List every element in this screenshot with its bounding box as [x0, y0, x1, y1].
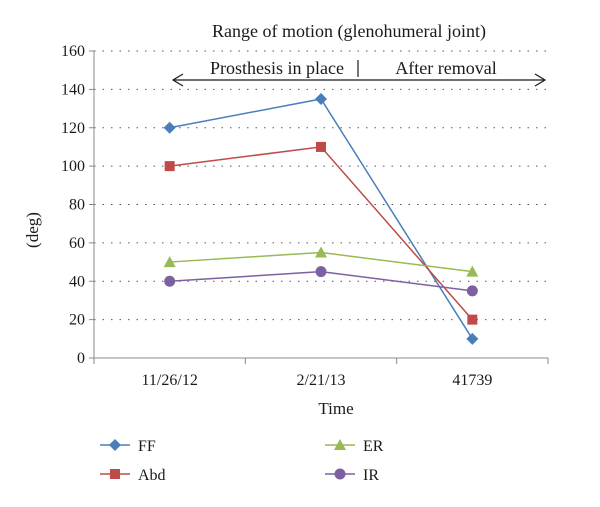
legend-marker — [334, 439, 346, 450]
legend-item-abd: Abd — [100, 467, 166, 484]
x-tick-label: 11/26/12 — [142, 372, 198, 389]
data-point — [466, 265, 479, 277]
series-abd — [164, 141, 478, 325]
y-tick-label: 40 — [69, 273, 85, 290]
data-point — [315, 92, 327, 105]
legend-item-ff: FF — [100, 438, 156, 455]
y-axis: 0 20 40 60 80 100 120 140 160 — [61, 43, 95, 367]
gridlines — [94, 50, 548, 321]
y-tick-label: 120 — [61, 120, 85, 137]
legend-marker — [110, 469, 120, 479]
data-point — [467, 314, 478, 325]
annotation-arrow-left — [171, 73, 184, 87]
y-axis-label: (deg) — [23, 212, 42, 248]
x-axis: 11/26/12 2/21/13 41739 — [93, 357, 549, 389]
annotation-left-label: Prosthesis in place — [210, 58, 344, 78]
y-tick-label: 80 — [69, 197, 85, 214]
data-point — [164, 161, 175, 172]
y-tick-label: 100 — [61, 158, 85, 175]
x-tick-label: 41739 — [452, 372, 492, 389]
legend-label: ER — [363, 438, 384, 455]
y-tick-label: 140 — [61, 81, 85, 98]
legend-item-ir: IR — [325, 467, 379, 484]
data-point — [466, 285, 478, 297]
data-point — [315, 266, 327, 278]
series-er — [163, 246, 479, 277]
legend-item-er: ER — [325, 438, 384, 455]
legend: FF Abd ER IR — [100, 438, 384, 484]
series-ff — [163, 92, 479, 345]
series-line — [169, 98, 473, 340]
annotation-arrow-right — [534, 73, 547, 87]
data-point — [316, 141, 326, 152]
legend-marker — [109, 439, 121, 451]
y-tick-label: 160 — [61, 43, 85, 60]
legend-marker — [334, 468, 346, 480]
data-point — [466, 332, 479, 345]
data-point — [315, 246, 327, 258]
legend-label: FF — [138, 438, 156, 455]
y-tick-label: 20 — [69, 312, 85, 329]
legend-label: Abd — [138, 467, 166, 484]
series-group — [163, 92, 479, 345]
series-line — [169, 146, 473, 321]
data-point — [163, 256, 176, 268]
series-ir — [164, 266, 478, 297]
data-point — [163, 121, 176, 134]
annotation-right-label: After removal — [395, 58, 496, 78]
x-tick-label: 2/21/13 — [297, 372, 346, 389]
legend-label: IR — [363, 467, 379, 484]
y-tick-label: 60 — [69, 235, 85, 252]
x-axis-label: Time — [318, 399, 353, 418]
chart-title: Range of motion (glenohumeral joint) — [212, 21, 486, 42]
y-tick-label: 0 — [77, 350, 85, 367]
data-point — [164, 275, 176, 287]
annotation: Prosthesis in place After removal — [171, 58, 547, 87]
